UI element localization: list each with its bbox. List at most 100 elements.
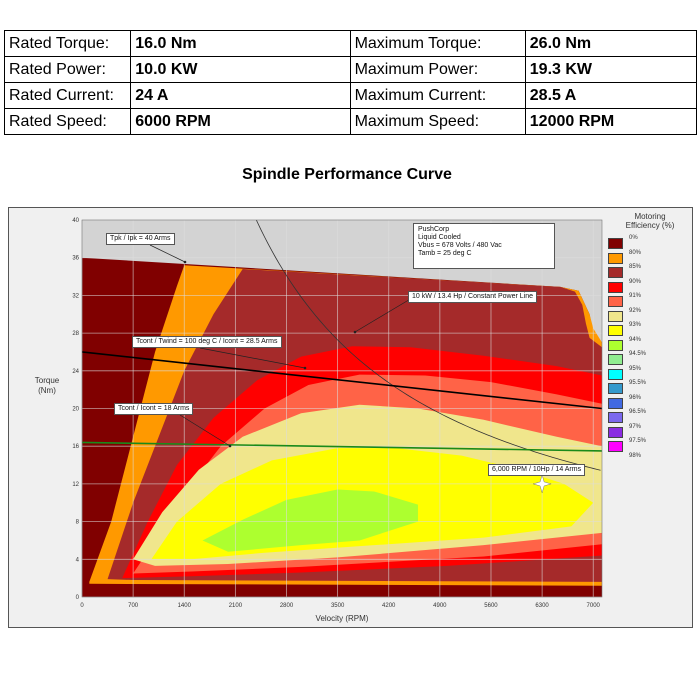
constant-power-line bbox=[255, 220, 601, 471]
spec-value: 6000 RPM bbox=[130, 108, 351, 135]
info-line: Vbus = 678 Volts / 480 Vac bbox=[418, 242, 502, 249]
legend-label: 95% bbox=[629, 365, 642, 372]
spec-label: Maximum Speed: bbox=[349, 108, 526, 135]
legend-title-line: Motoring bbox=[634, 212, 666, 221]
annotation-arrowhead bbox=[353, 330, 357, 334]
legend-label: 93% bbox=[629, 322, 642, 328]
annotation-tcont: Tcont / Icont = 18 Arms bbox=[114, 403, 194, 415]
legend-swatch bbox=[608, 325, 623, 336]
annotation-arrowhead bbox=[303, 366, 307, 370]
legend-label: 91% bbox=[629, 293, 642, 299]
legend-label: 92% bbox=[629, 307, 642, 314]
legend-swatch bbox=[608, 397, 623, 409]
legend-label: 94% bbox=[629, 336, 642, 343]
legend-title: Motoring Efficiency (%) bbox=[610, 212, 690, 230]
y-tick-label: 8 bbox=[76, 520, 80, 526]
legend-swatch bbox=[608, 412, 623, 423]
info-line: PushCorp bbox=[418, 226, 450, 233]
annotation-leader bbox=[179, 414, 231, 447]
y-tick-label: 40 bbox=[72, 218, 79, 224]
legend-label: 85% bbox=[629, 264, 642, 270]
annotation-arrowhead bbox=[183, 260, 187, 264]
x-tick-label: 0 bbox=[80, 603, 84, 609]
legend-label: 97.5% bbox=[629, 438, 647, 444]
info-line: Tamb = 25 deg C bbox=[418, 250, 472, 257]
annotation-leader bbox=[199, 347, 306, 369]
spec-label: Maximum Current: bbox=[349, 82, 526, 109]
y-axis-label: Torque bbox=[35, 376, 60, 385]
x-tick-label: 700 bbox=[128, 603, 139, 609]
legend-swatch bbox=[608, 267, 623, 278]
legend-swatch bbox=[608, 310, 623, 322]
chart-title: Spindle Performance Curve bbox=[242, 166, 452, 183]
spec-value: 12000 RPM bbox=[524, 108, 698, 135]
legend-swatch bbox=[608, 383, 623, 394]
spec-value: 26.0 Nm bbox=[524, 30, 698, 57]
legend-swatch bbox=[608, 368, 623, 380]
legend-swatch bbox=[608, 441, 623, 452]
y-tick-label: 16 bbox=[72, 444, 79, 450]
legend-swatch bbox=[608, 281, 623, 293]
y-tick-label: 12 bbox=[72, 482, 79, 488]
plot-border bbox=[81, 219, 603, 598]
spec-label: Rated Torque: bbox=[3, 30, 132, 57]
x-tick-label: 2800 bbox=[280, 603, 294, 609]
legend-label: 80% bbox=[629, 249, 642, 256]
x-tick-label: 3500 bbox=[331, 603, 345, 609]
legend-label: 98% bbox=[629, 452, 642, 459]
legend-swatch bbox=[608, 354, 623, 365]
y-tick-label: 32 bbox=[72, 293, 79, 299]
info-line: Liquid Cooled bbox=[418, 234, 461, 241]
legend-label: 94.5% bbox=[629, 351, 647, 357]
y-tick-label: 24 bbox=[72, 369, 79, 375]
legend-swatch bbox=[608, 238, 623, 249]
tcont-line bbox=[82, 441, 602, 452]
y-tick-label: 28 bbox=[72, 331, 79, 337]
spec-label: Rated Power: bbox=[3, 56, 132, 83]
legend-swatch bbox=[608, 252, 623, 264]
annotation-tcont-wind: Tcont / Twind = 100 deg C / Icont = 28.5… bbox=[132, 336, 282, 348]
rated-point-star-icon bbox=[532, 473, 553, 494]
y-axis-label: (Nm) bbox=[38, 386, 56, 395]
legend-swatch bbox=[608, 426, 623, 438]
y-tick-label: 36 bbox=[72, 256, 79, 262]
spec-row: Rated Power: 10.0 KW Maximum Power: 19.3 KW bbox=[3, 56, 698, 83]
efficiency-region-94pct bbox=[202, 489, 418, 552]
spec-value: 28.5 A bbox=[524, 82, 698, 109]
x-tick-label: 6300 bbox=[535, 603, 549, 609]
spec-label: Rated Speed: bbox=[3, 108, 132, 135]
spec-row: Rated Torque: 16.0 Nm Maximum Torque: 26.0 … bbox=[3, 30, 698, 57]
tcont-wind-line bbox=[82, 351, 602, 410]
x-tick-label: 2100 bbox=[229, 603, 243, 609]
y-tick-label: 4 bbox=[76, 557, 80, 563]
spec-value: 24 A bbox=[130, 82, 351, 109]
spec-row: Rated Speed: 6000 RPM Maximum Speed: 12000 … bbox=[3, 108, 698, 135]
legend-swatch bbox=[608, 339, 623, 351]
x-tick-label: 4900 bbox=[433, 603, 447, 609]
annotation-leader bbox=[354, 297, 413, 333]
x-axis-label: Velocity (RPM) bbox=[316, 614, 369, 623]
legend-label: 0% bbox=[629, 235, 638, 241]
annotation-peak: Tpk / Ipk = 40 Arms bbox=[106, 233, 175, 245]
legend-label: 96.5% bbox=[629, 409, 647, 415]
annotation-power-line: 10 kW / 13.4 Hp / Constant Power Line bbox=[408, 291, 538, 303]
specs-table: Rated Torque: 16.0 Nm Maximum Torque: 26.0 … bbox=[3, 30, 698, 135]
spec-row: Rated Current: 24 A Maximum Current: 28.5 A bbox=[3, 82, 698, 109]
spec-label: Maximum Power: bbox=[349, 56, 526, 83]
x-tick-label: 1400 bbox=[178, 603, 192, 609]
y-tick-label: 20 bbox=[72, 407, 79, 413]
legend-label: 90% bbox=[629, 278, 642, 285]
info-box: PushCorp Liquid Cooled Vbus = 678 Volts … bbox=[413, 223, 555, 269]
legend-label: 97% bbox=[629, 423, 642, 430]
legend-label: 96% bbox=[629, 394, 642, 401]
spec-value: 10.0 KW bbox=[130, 56, 351, 83]
legend-title-line: Efficiency (%) bbox=[625, 221, 675, 230]
y-tick-label: 0 bbox=[76, 595, 80, 601]
spec-value: 16.0 Nm bbox=[130, 30, 351, 57]
annotation-arrowhead bbox=[228, 444, 232, 448]
x-tick-label: 4200 bbox=[382, 603, 396, 609]
legend-swatch bbox=[608, 296, 623, 307]
annotation-leader bbox=[149, 244, 186, 263]
annotation-rated-point: 6,000 RPM / 10Hp / 14 Arms bbox=[488, 464, 586, 476]
